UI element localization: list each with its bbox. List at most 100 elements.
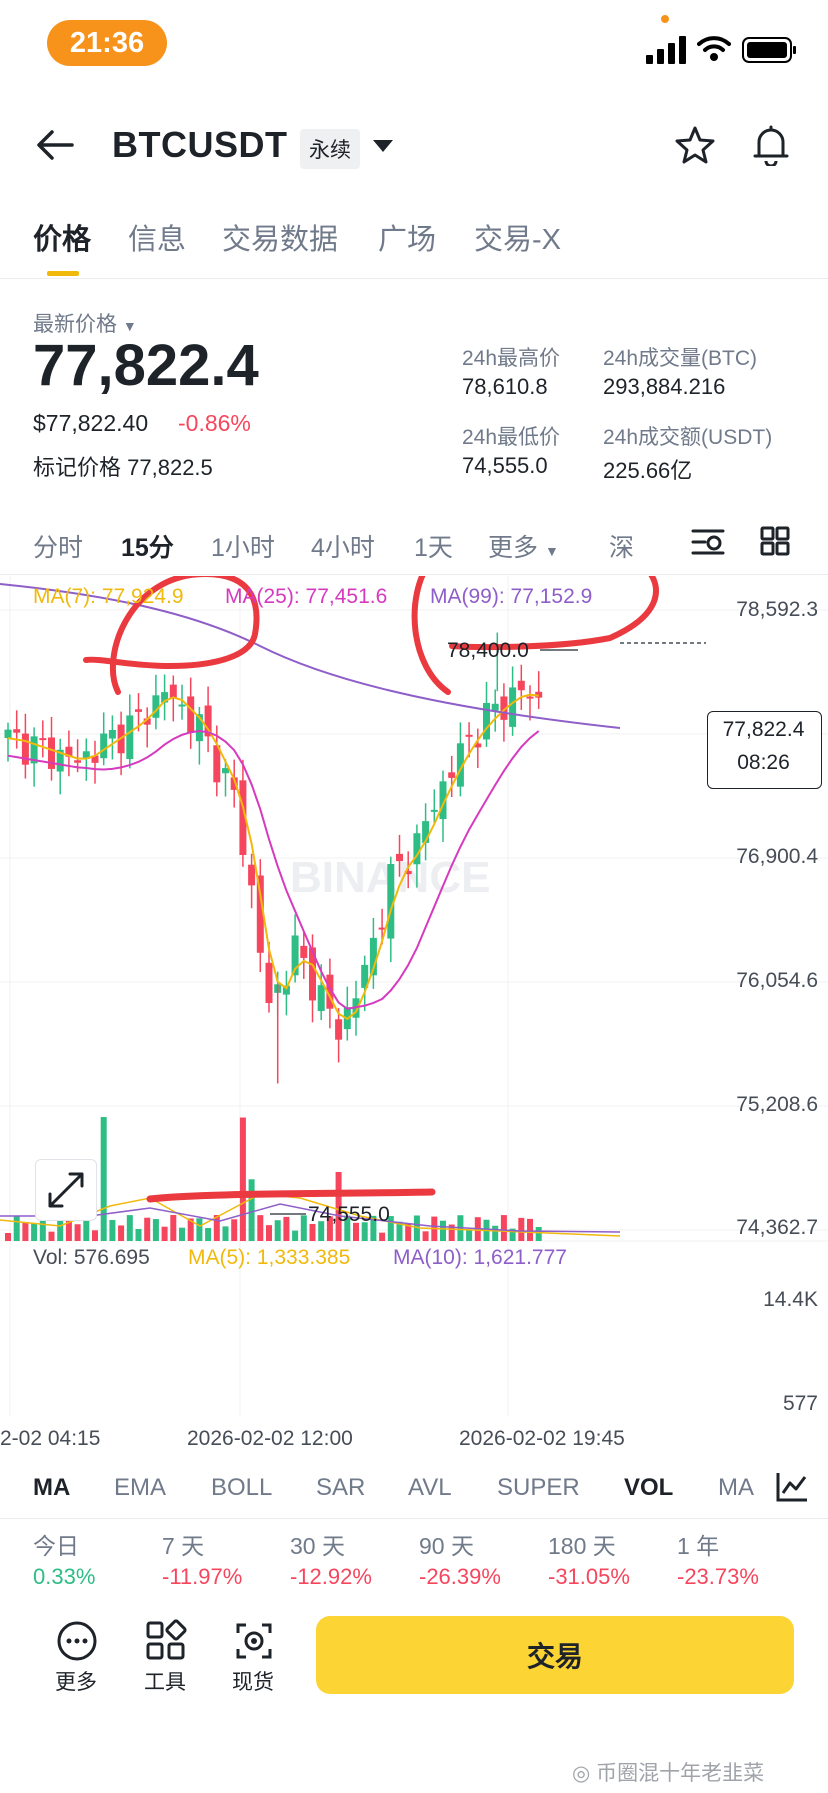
more-label[interactable]: 更多 xyxy=(55,1671,97,1694)
tools-label[interactable]: 工具 xyxy=(144,1671,186,1694)
perf-label-today: 今日 xyxy=(33,1533,79,1559)
indicator-ma-sub[interactable]: MA xyxy=(718,1474,754,1501)
candle xyxy=(404,851,412,889)
last-price: 77,822.4 xyxy=(33,333,259,398)
volume-bar xyxy=(370,1215,377,1241)
tab-trade-x[interactable]: 交易-X xyxy=(474,224,562,256)
tab-trading-data[interactable]: 交易数据 xyxy=(222,224,339,256)
volume-bar xyxy=(161,1226,168,1241)
candle xyxy=(187,677,195,749)
ma25-line xyxy=(7,730,540,1010)
volume-bar xyxy=(74,1224,81,1241)
symbol-title[interactable]: BTCUSDT xyxy=(112,124,288,165)
low-marker-label: 74,555.0 xyxy=(308,1203,390,1226)
indicator-settings-icon[interactable] xyxy=(775,1471,809,1503)
chart-settings-icon[interactable] xyxy=(691,527,725,557)
hand-drawn-annotations xyxy=(83,576,659,1203)
volume-bar xyxy=(231,1219,238,1241)
candle xyxy=(204,686,212,753)
indicator-sar[interactable]: SAR xyxy=(316,1474,366,1501)
perf-label-7d: 7 天 xyxy=(162,1533,205,1559)
indicator-super[interactable]: SUPER xyxy=(497,1474,580,1501)
candle xyxy=(230,759,238,808)
interval-1h[interactable]: 1小时 xyxy=(211,534,275,562)
privacy-indicator-dot xyxy=(661,15,669,23)
ma7-legend: MA(7): 77,924.9 xyxy=(33,585,184,608)
interval-time-sharing[interactable]: 分时 xyxy=(33,534,84,562)
perf-value-30d: -12.92% xyxy=(290,1564,372,1589)
tools-icon[interactable] xyxy=(144,1619,188,1663)
candle xyxy=(178,684,186,720)
candle xyxy=(517,664,525,710)
volume-bar xyxy=(213,1215,220,1241)
volume-bar xyxy=(196,1218,203,1241)
y-axis-tick: 75,208.6 xyxy=(736,1093,818,1116)
volume-bar xyxy=(135,1228,142,1241)
volume-bar xyxy=(152,1219,159,1241)
interval-depth[interactable]: 深 xyxy=(609,534,635,562)
candlestick-chart[interactable]: BINANCE xyxy=(0,576,828,1446)
candle xyxy=(483,681,490,747)
volume-bar xyxy=(344,1215,351,1241)
volume-bar xyxy=(413,1215,420,1241)
indicator-vol[interactable]: VOL xyxy=(624,1474,674,1501)
mark-price: 标记价格 77,822.5 xyxy=(33,455,213,480)
candle xyxy=(30,727,38,787)
fullscreen-button[interactable] xyxy=(35,1159,97,1221)
volume-bar xyxy=(13,1215,20,1241)
more-icon[interactable] xyxy=(55,1619,99,1663)
volume-bar xyxy=(283,1216,290,1241)
star-icon[interactable] xyxy=(675,126,715,164)
candle xyxy=(282,970,290,1016)
symbol-dropdown-icon[interactable] xyxy=(372,139,394,153)
trade-button[interactable]: 交易 xyxy=(316,1616,794,1694)
indicator-boll[interactable]: BOLL xyxy=(211,1474,273,1501)
interval-15m[interactable]: 15分 xyxy=(121,534,174,562)
interval-more[interactable]: 更多 ▼ xyxy=(488,534,559,562)
volume-bar xyxy=(535,1227,542,1241)
perf-value-180d: -31.05% xyxy=(548,1564,630,1589)
spot-label[interactable]: 现货 xyxy=(232,1671,274,1694)
high-marker-label: 78,400.0 xyxy=(447,639,529,662)
volume-bar xyxy=(292,1230,299,1241)
current-price-tag-value: 77,822.4 xyxy=(722,718,805,741)
candle xyxy=(39,720,47,758)
volume-bar xyxy=(109,1219,116,1241)
active-tab-indicator xyxy=(47,271,79,276)
volume-bar xyxy=(92,1230,98,1241)
bell-icon[interactable] xyxy=(751,124,791,166)
candle xyxy=(265,941,273,1013)
volume-bar xyxy=(274,1220,281,1241)
volume-bar xyxy=(65,1220,72,1241)
indicator-avl[interactable]: AVL xyxy=(408,1474,452,1501)
indicator-ema[interactable]: EMA xyxy=(114,1474,167,1501)
volume-bar xyxy=(144,1217,151,1241)
spot-icon[interactable] xyxy=(232,1619,276,1663)
volume-bar xyxy=(396,1221,403,1241)
candle xyxy=(21,713,29,779)
tab-square[interactable]: 广场 xyxy=(378,224,437,256)
volume-bar xyxy=(326,1216,333,1241)
chart-gridlines xyxy=(0,576,828,1416)
volume-ma10-legend: MA(10): 1,621.777 xyxy=(393,1246,567,1269)
back-arrow-icon[interactable] xyxy=(36,128,74,162)
current-price-tag xyxy=(707,711,822,789)
interval-4h[interactable]: 4小时 xyxy=(311,534,375,562)
interval-1d[interactable]: 1天 xyxy=(414,534,453,562)
time-axis-tick: 2-02 04:15 xyxy=(0,1427,101,1450)
volume-bar xyxy=(205,1227,212,1241)
volume-btc-value: 293,884.216 xyxy=(603,374,726,399)
volume-bar xyxy=(39,1215,46,1241)
annotation-circle-right xyxy=(411,576,659,695)
contract-type-badge: 永续 xyxy=(300,129,360,169)
grid-layout-icon[interactable] xyxy=(760,526,790,556)
candle xyxy=(13,710,21,749)
indicator-ma[interactable]: MA xyxy=(33,1474,71,1501)
volume-bar xyxy=(309,1223,316,1241)
tab-info[interactable]: 信息 xyxy=(128,224,187,256)
vol-ma10-line xyxy=(0,1203,621,1233)
last-price-label[interactable]: 最新价格 ▼ xyxy=(33,313,137,336)
volume-bar xyxy=(335,1171,342,1241)
candle xyxy=(108,715,116,760)
tab-price[interactable]: 价格 xyxy=(33,224,92,256)
